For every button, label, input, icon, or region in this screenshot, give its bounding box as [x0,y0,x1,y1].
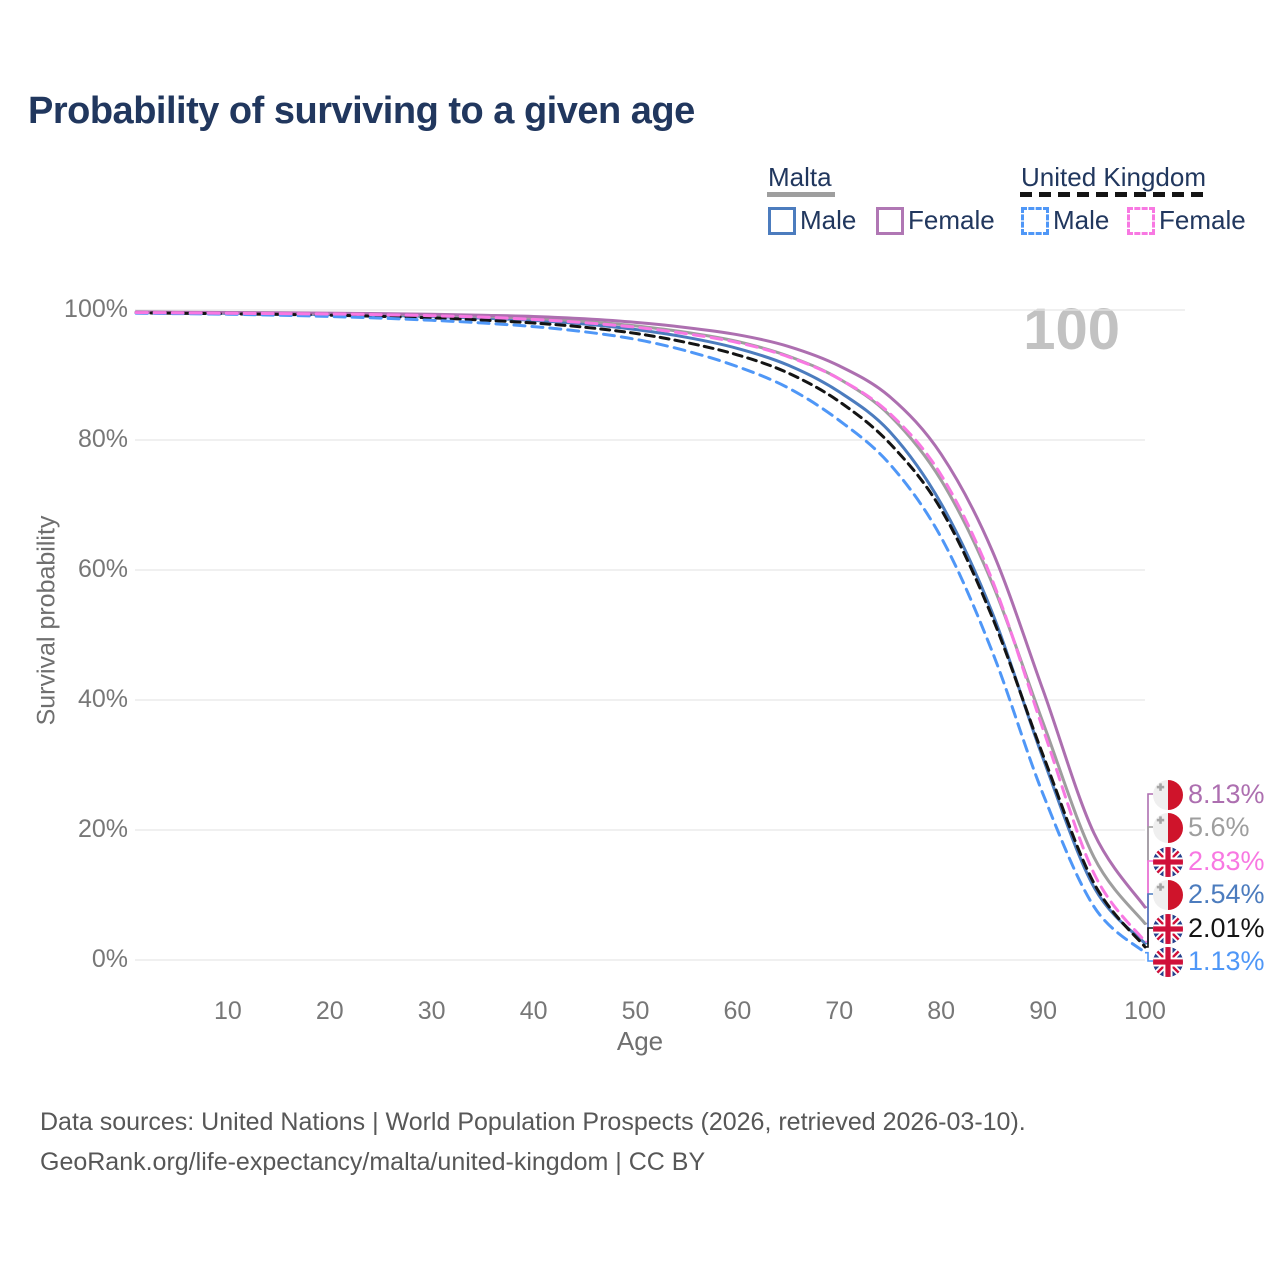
end-label-malta-all: 5.6% [1153,812,1250,843]
x-tick-label: 20 [315,997,344,1025]
end-label-value: 8.13% [1188,779,1265,809]
y-tick-label: 0% [91,945,128,973]
x-axis-title: Age [616,1026,664,1056]
y-tick-label: 60% [77,555,128,583]
end-label-connector [1145,951,1153,962]
x-tick-label: 60 [723,997,752,1025]
series-line-uk-all[interactable] [134,311,1147,949]
series-line-malta-male[interactable] [134,311,1147,945]
end-label-uk-female: 2.83% [1153,846,1265,877]
series-line-uk-male[interactable] [134,311,1147,955]
legend-swatch-malta-male[interactable] [768,207,796,235]
y-tick-label: 40% [77,685,128,713]
x-tick-label: 90 [1029,997,1057,1025]
end-label-value: 2.54% [1188,879,1265,909]
data-source-line: Data sources: United Nations | World Pop… [40,1108,1026,1136]
end-label-connector [1145,893,1153,945]
malta-line-swatch [767,192,835,197]
series-line-uk-female[interactable] [134,311,1147,944]
x-tick-label: 50 [621,997,650,1025]
legend-label-uk-female[interactable]: Female [1159,205,1246,235]
end-label-value: 1.13% [1188,946,1265,976]
end-label-connector [1145,826,1153,925]
end-label-value: 5.6% [1188,812,1250,842]
end-label-connector [1145,793,1153,908]
uk-flag-icon [1153,846,1183,877]
x-tick-label: 100 [1124,997,1166,1025]
x-tick-label: 40 [519,997,548,1025]
uk-flag-icon [1153,946,1183,977]
x-tick-label: 30 [417,997,446,1025]
legend-swatch-uk-female[interactable] [1127,207,1155,235]
malta-flag-icon [1153,812,1183,843]
end-label-value: 2.01% [1188,913,1265,943]
age-counter-watermark: 100 [1023,297,1120,362]
y-tick-label: 100% [64,295,128,323]
legend-label-malta-female[interactable]: Female [908,205,995,235]
x-tick-label: 80 [927,997,956,1025]
uk-line-swatch [1020,192,1206,197]
end-label-malta-female: 8.13% [1153,779,1265,810]
legend-group-malta-title: Malta [768,162,832,192]
x-tick-label: 10 [213,997,242,1025]
legend-label-malta-male[interactable]: Male [800,205,857,235]
legend-swatch-malta-female[interactable] [876,207,904,235]
uk-flag-icon [1153,913,1183,944]
legend-group-uk-title: United Kingdom [1021,162,1206,192]
end-label-malta-male: 2.54% [1153,879,1265,910]
legend-label-uk-male[interactable]: Male [1053,205,1110,235]
series-line-malta-female[interactable] [134,310,1147,909]
attribution-line: GeoRank.org/life-expectancy/malta/united… [40,1148,706,1176]
end-label-connector [1145,860,1153,943]
chart-title: Probability of surviving to a given age [28,90,695,132]
y-tick-label: 20% [77,815,128,843]
y-tick-label: 80% [77,425,128,453]
legend-swatch-uk-male[interactable] [1021,207,1049,235]
malta-flag-icon [1153,779,1183,810]
x-tick-label: 70 [825,997,854,1025]
end-label-connector [1145,927,1153,948]
end-label-uk-all: 2.01% [1153,913,1265,944]
malta-flag-icon [1153,879,1183,910]
end-label-uk-male: 1.13% [1153,946,1265,977]
end-label-value: 2.83% [1188,846,1265,876]
